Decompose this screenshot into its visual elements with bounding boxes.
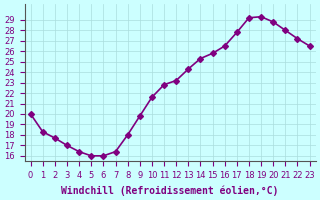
X-axis label: Windchill (Refroidissement éolien,°C): Windchill (Refroidissement éolien,°C) [61,185,279,196]
